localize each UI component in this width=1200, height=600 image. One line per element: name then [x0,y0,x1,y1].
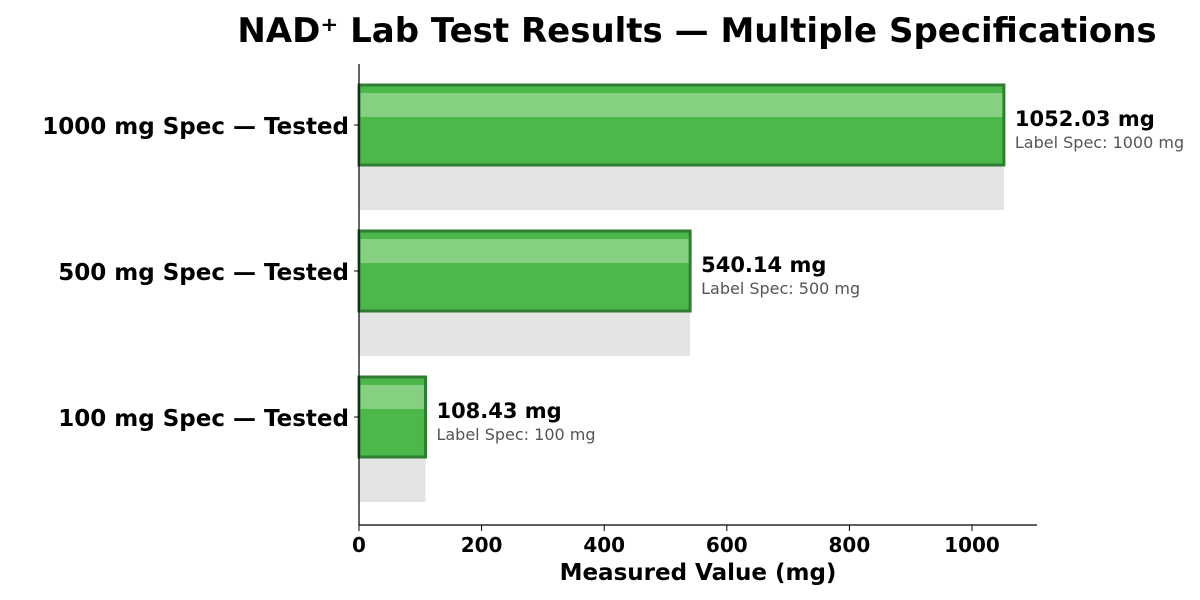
spec-label: Label Spec: 1000 mg [1015,133,1184,152]
x-tick-label: 600 [706,533,748,557]
category-label: 100 mg Spec — Tested [58,406,349,432]
value-label: 108.43 mg [436,399,561,423]
bar-highlight [360,239,689,263]
category-label: 1000 mg Spec — Tested [42,114,349,140]
chart-title: NAD⁺ Lab Test Results — Multiple Specifi… [237,11,1156,51]
bar-highlight [360,93,1003,117]
x-tick-label: 0 [352,533,366,557]
value-label: 540.14 mg [701,253,826,277]
axes-layer: 1000 mg Spec — Tested 500 mg Spec — Teste… [42,64,1037,557]
bars-layer: 1052.03 mg Label Spec: 1000 mg 540.14 mg La… [357,83,1184,502]
bar-highlight [360,385,424,409]
value-label: 1052.03 mg [1015,107,1155,131]
category-label: 500 mg Spec — Tested [58,260,349,286]
x-tick-label: 200 [461,533,503,557]
x-tick-label: 1000 [944,533,1000,557]
x-axis-title: Measured Value (mg) [560,560,837,586]
spec-label: Label Spec: 100 mg [436,425,595,444]
x-tick-label: 400 [583,533,625,557]
spec-label: Label Spec: 500 mg [701,279,860,298]
x-tick-label: 800 [829,533,871,557]
